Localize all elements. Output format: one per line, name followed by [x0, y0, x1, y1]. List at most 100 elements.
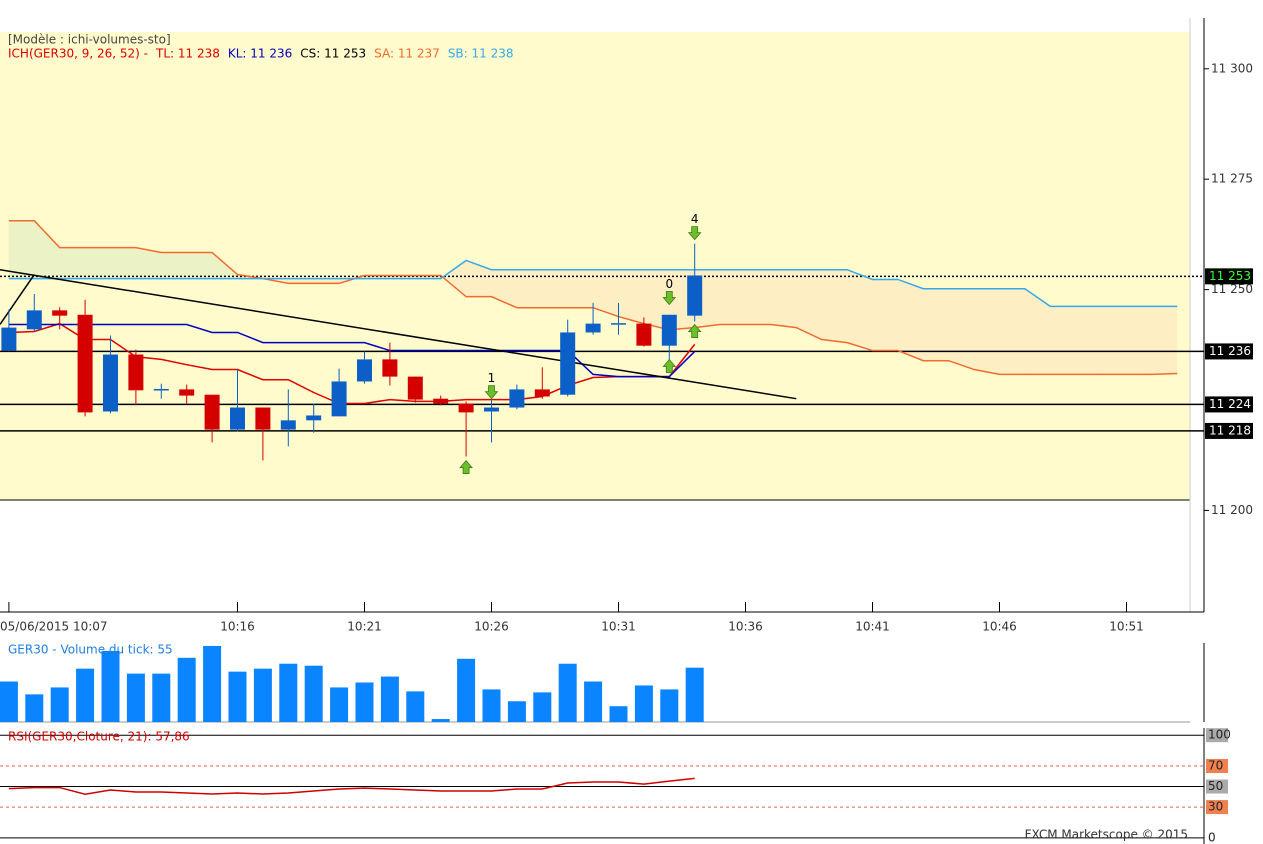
volume-bar	[584, 681, 603, 722]
candle-body	[458, 403, 474, 413]
volume-title: GER30 - Volume du tick: 55	[8, 643, 173, 657]
volume-bar	[126, 673, 145, 722]
cloud	[8, 220, 35, 279]
signal-label: 1	[488, 371, 496, 385]
cloud	[745, 269, 771, 325]
rsi-line	[8, 777, 695, 796]
x-tick-label: 10:31	[601, 620, 636, 634]
volume-bar	[507, 701, 526, 722]
signal-arrow	[662, 291, 677, 306]
x-tick-label: 10:41	[855, 620, 890, 634]
candle-body	[661, 314, 677, 346]
footer: FXCM Marketscope © 2015	[1025, 828, 1188, 842]
volume-panel	[0, 645, 704, 722]
cloud	[770, 269, 797, 328]
y-tick-label: 11 275	[1211, 172, 1253, 186]
volume-bar	[228, 671, 247, 722]
candle-body	[26, 310, 42, 330]
candle-body	[433, 398, 449, 404]
level-label-box	[1205, 343, 1253, 360]
indicator-line	[8, 322, 696, 405]
cloud	[34, 220, 60, 279]
y-tick-label: 0	[1208, 830, 1216, 844]
model-title: [Modèle : ichi-volumes-sto]	[8, 33, 171, 47]
rsi-title: RSI(GER30,Cloture, 21): 57,86	[8, 730, 190, 744]
x-tick-label: 10:46	[982, 620, 1017, 634]
x-tick-label: 10:26	[474, 620, 509, 634]
signal-arrow	[459, 459, 473, 474]
cloud	[1024, 288, 1051, 375]
candle-body	[407, 376, 423, 400]
volume-bar	[279, 663, 298, 722]
volume-bar	[25, 694, 44, 722]
trendline	[0, 268, 797, 400]
candle-body	[229, 407, 245, 430]
volume-bar	[253, 668, 272, 722]
volume-bar	[380, 676, 399, 722]
volume-bar	[177, 657, 196, 722]
candle-body	[77, 314, 93, 413]
legend-entry: TL: 11 238	[155, 47, 220, 61]
cloud	[110, 247, 136, 279]
cloud	[923, 288, 949, 361]
level-label: 11 236	[1209, 344, 1251, 358]
volume-bar	[558, 663, 577, 722]
candle-body	[560, 332, 576, 395]
volume-bar	[431, 719, 450, 722]
cloud	[897, 279, 924, 361]
indicator-line	[8, 259, 1178, 308]
main-panel	[0, 68, 1209, 612]
cloud	[1050, 306, 1076, 375]
cloud	[974, 288, 1000, 375]
candle-body	[128, 354, 144, 391]
y-tick-label: 11 250	[1211, 282, 1253, 296]
y-tick-label: 11 300	[1211, 61, 1253, 75]
legend-entry: KL: 11 236	[228, 47, 292, 61]
cloud	[135, 247, 162, 279]
cloud	[59, 247, 86, 279]
level-label-box	[1205, 268, 1253, 285]
y-tick-box	[1206, 800, 1228, 815]
cloud	[847, 269, 873, 351]
volume-bar	[355, 682, 374, 722]
legend-entry: SA: 11 237	[374, 47, 440, 61]
volume-bar	[76, 668, 95, 722]
cloud	[1151, 306, 1178, 375]
level-label: 11 253	[1209, 269, 1251, 283]
candle-body	[483, 407, 499, 412]
cloud	[1075, 306, 1102, 375]
texts: 11 200 11 250 11 275 11 300 05/06/2015 10:07…	[0, 33, 1253, 844]
volume-bar	[50, 687, 69, 722]
volume-bar	[152, 673, 171, 722]
y-tick-box	[1206, 759, 1228, 773]
x-tick-label: 10:21	[347, 620, 382, 634]
volume-bar	[203, 645, 222, 722]
level-label-box	[1205, 396, 1253, 413]
candle-body	[610, 323, 626, 325]
y-tick-box	[1206, 728, 1228, 743]
y-tick-label: 11 200	[1211, 503, 1253, 517]
indicator-line	[8, 323, 696, 378]
x-tick-label: 10:16	[220, 620, 255, 634]
signal-arrow	[484, 385, 499, 400]
candle-body	[1, 327, 17, 351]
signal-arrow	[687, 226, 702, 241]
candle-body	[280, 420, 296, 430]
candle-body	[306, 415, 322, 421]
cloud	[313, 278, 340, 284]
candle-body	[153, 388, 169, 391]
cloud	[872, 279, 898, 351]
cloud	[466, 260, 492, 297]
legend-entry: ICH(GER30, 9, 26, 52) -	[8, 47, 148, 61]
volume-bar	[0, 681, 18, 722]
cloud	[948, 288, 975, 370]
candle-body	[382, 359, 398, 377]
candle-body	[204, 394, 220, 430]
x-tick-label: 10:36	[728, 620, 763, 634]
volume-bar	[330, 687, 349, 722]
cloud	[618, 269, 644, 324]
legend-entry: CS: 11 253	[300, 47, 366, 61]
y-tick-label: 100	[1208, 728, 1231, 742]
candle-body	[585, 323, 601, 333]
